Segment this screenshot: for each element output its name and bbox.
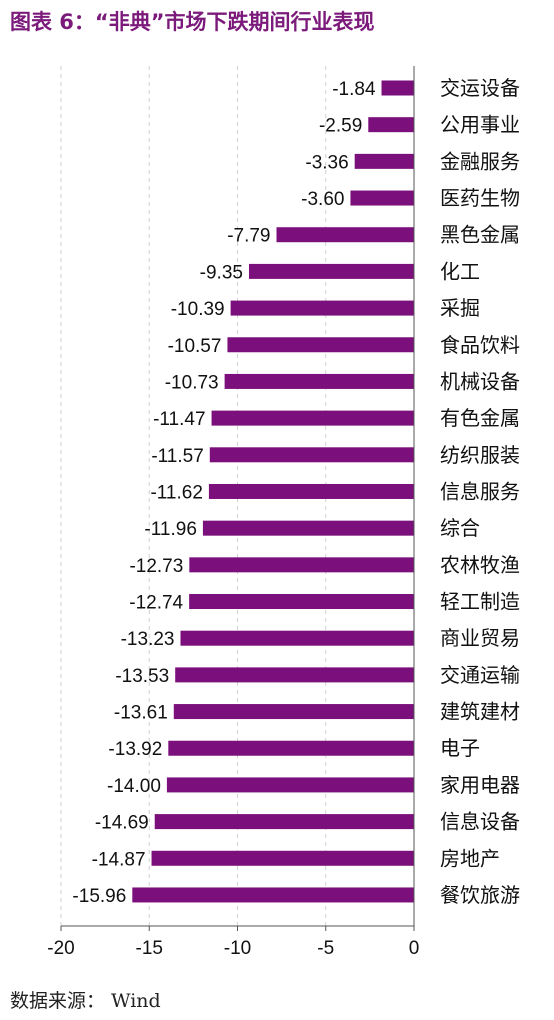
category-label: 采掘 [440, 297, 480, 320]
data-label: -14.87 [92, 849, 146, 870]
data-label: -13.53 [115, 666, 169, 687]
category-label: 纺织服装 [440, 444, 520, 467]
data-label: -7.79 [227, 226, 270, 247]
data-label: -13.92 [108, 739, 162, 760]
bar [368, 117, 414, 133]
data-label: -13.61 [114, 703, 168, 724]
category-label: 食品饮料 [440, 334, 520, 357]
bar [189, 594, 414, 610]
data-label: -12.74 [129, 593, 183, 614]
source-note: 数据来源： Wind [10, 990, 161, 1012]
bar [166, 777, 414, 793]
data-label: -10.57 [168, 336, 222, 357]
bar [175, 667, 414, 683]
category-label: 商业贸易 [440, 627, 520, 650]
data-label: -11.62 [150, 482, 202, 503]
data-label: -11.57 [151, 446, 203, 467]
category-label: 信息设备 [440, 811, 520, 834]
data-label: -13.23 [121, 629, 175, 650]
bar [276, 227, 414, 243]
bar [180, 630, 414, 646]
data-label: -12.73 [129, 556, 183, 577]
category-label: 公用事业 [440, 114, 520, 137]
data-label: -3.60 [301, 189, 344, 210]
bar-chart: -1.84 交运设备 -2.59 公用事业 -3.36 金融服务 -3.60 医药生物 -7.7… [47, 66, 520, 959]
data-label: -14.00 [107, 776, 161, 797]
bar [211, 410, 414, 426]
x-tick-label: -20 [47, 938, 74, 959]
category-label: 机械设备 [440, 370, 520, 393]
data-label: -10.39 [171, 299, 225, 320]
data-label: -1.84 [332, 79, 376, 100]
category-label: 农林牧渔 [440, 554, 520, 577]
data-label: -11.47 [153, 409, 205, 430]
chart-area: -1.84 交运设备 -2.59 公用事业 -3.36 金融服务 -3.60 医药生物 -7.7… [47, 66, 520, 959]
data-label: -3.36 [305, 152, 348, 173]
category-label: 轻工制造 [440, 591, 520, 614]
category-label: 交通运输 [440, 664, 520, 687]
data-label: -14.69 [95, 813, 149, 834]
bar [227, 337, 414, 353]
bar [132, 887, 414, 903]
category-label: 金融服务 [440, 150, 520, 173]
bar [381, 80, 414, 96]
category-label: 建筑建材 [440, 701, 520, 724]
category-label: 房地产 [440, 847, 500, 870]
bar [189, 557, 414, 573]
data-label: -11.96 [144, 519, 196, 540]
bar [354, 153, 414, 169]
category-label: 家用电器 [440, 774, 520, 797]
x-tick-label: -10 [224, 938, 251, 959]
category-label: 交运设备 [440, 77, 520, 100]
category-label: 信息服务 [440, 480, 520, 503]
bar [350, 190, 414, 206]
bar [208, 483, 414, 499]
x-tick-label: 0 [409, 938, 420, 959]
bar [224, 373, 414, 389]
x-tick-label: -15 [136, 938, 163, 959]
bar [248, 263, 414, 279]
bar [168, 740, 414, 756]
data-label: -9.35 [200, 262, 243, 283]
bar [151, 850, 414, 866]
bar [230, 300, 414, 316]
category-label: 综合 [440, 517, 480, 540]
category-label: 黑色金属 [440, 224, 520, 247]
x-tick-label: -5 [317, 938, 334, 959]
chart-title: 图表 6：“非典”市场下跌期间行业表现 [10, 10, 375, 34]
bar [202, 520, 414, 536]
data-label: -15.96 [72, 886, 126, 907]
bar [209, 447, 414, 463]
category-label: 电子 [440, 737, 480, 760]
category-label: 餐饮旅游 [440, 884, 520, 907]
category-label: 有色金属 [440, 407, 520, 430]
data-label: -10.73 [165, 372, 219, 393]
category-label: 医药生物 [440, 187, 520, 210]
data-label: -2.59 [319, 116, 362, 137]
bar [173, 704, 414, 720]
category-label: 化工 [440, 260, 480, 283]
bar [154, 814, 414, 830]
